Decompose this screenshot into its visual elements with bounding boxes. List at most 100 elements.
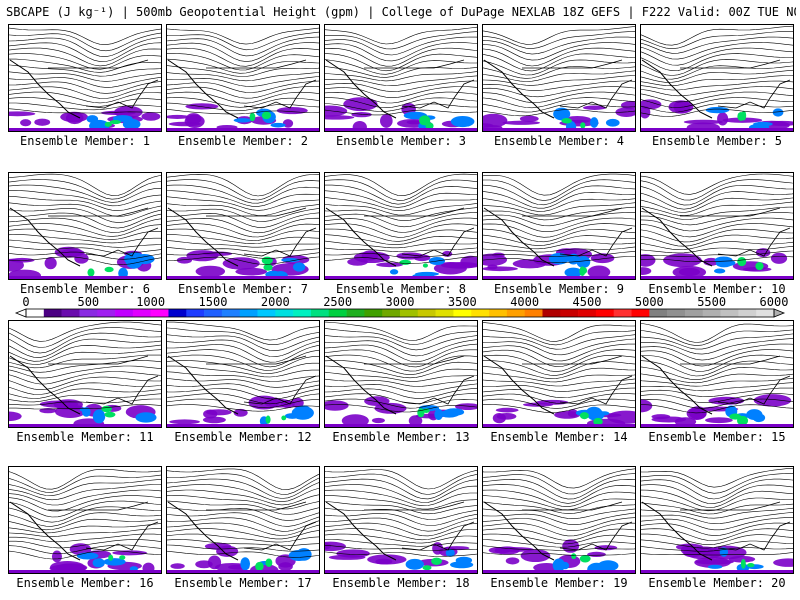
- colorbar-bin: [364, 309, 383, 317]
- colorbar-bin: [738, 309, 757, 317]
- colorbar-bin: [382, 309, 401, 317]
- ensemble-map: [640, 24, 794, 132]
- ensemble-map: [8, 172, 162, 280]
- colorbar-bin: [684, 309, 704, 317]
- ensemble-panel: Ensemble Member: 16: [8, 466, 162, 590]
- colorbar-scale: 0 500 1000 1500 2000 2500 3000 3500 4000 4500 5000…: [14, 296, 788, 318]
- colorbar-bin: [506, 309, 525, 317]
- ensemble-member-label: Ensemble Member: 20: [648, 576, 786, 590]
- ensemble-member-label: Ensemble Member: 19: [490, 576, 628, 590]
- colorbar-bin: [435, 309, 454, 317]
- ensemble-map: [324, 466, 478, 574]
- colorbar-bin: [631, 309, 650, 317]
- ensemble-map: [482, 172, 636, 280]
- ensemble-panel: Ensemble Member: 8: [324, 172, 478, 296]
- ensemble-member-label: Ensemble Member: 16: [16, 576, 154, 590]
- colorbar-bin: [150, 309, 169, 317]
- colorbar-bin: [417, 309, 436, 317]
- colorbar-bin: [400, 309, 419, 317]
- ensemble-member-label: Ensemble Member: 9: [493, 282, 625, 296]
- colorbar-bin: [524, 309, 543, 317]
- colorbar-bin: [239, 309, 258, 317]
- ensemble-member-label: Ensemble Member: 8: [335, 282, 467, 296]
- ensemble-panel: Ensemble Member: 19: [482, 466, 636, 590]
- colorbar-bin: [257, 309, 276, 317]
- colorbar-bin: [293, 309, 312, 317]
- colorbar-bin: [186, 309, 205, 317]
- colorbar-bin: [667, 309, 686, 317]
- ensemble-map: [640, 466, 794, 574]
- colorbar-bin: [221, 309, 241, 317]
- ensemble-member-label: Ensemble Member: 14: [490, 430, 628, 444]
- ensemble-map: [8, 24, 162, 132]
- ensemble-panel: Ensemble Member: 15: [640, 320, 794, 444]
- ensemble-member-label: Ensemble Member: 6: [19, 282, 151, 296]
- ensemble-panel: Ensemble Member: 1: [8, 24, 162, 148]
- colorbar-bin: [578, 309, 597, 317]
- ensemble-panel: Ensemble Member: 5: [640, 24, 794, 148]
- colorbar-bin: [79, 309, 98, 317]
- ensemble-panel: Ensemble Member: 4: [482, 24, 636, 148]
- colorbar-bin: [471, 309, 490, 317]
- ensemble-map: [482, 320, 636, 428]
- ensemble-map: [324, 24, 478, 132]
- ensemble-panel: Ensemble Member: 2: [166, 24, 320, 148]
- ensemble-member-label: Ensemble Member: 12: [174, 430, 312, 444]
- ensemble-member-label: Ensemble Member: 17: [174, 576, 312, 590]
- colorbar-bin: [97, 309, 116, 317]
- ensemble-map: [640, 172, 794, 280]
- colorbar-bin: [115, 309, 134, 317]
- ensemble-member-label: Ensemble Member: 1: [19, 134, 151, 148]
- ensemble-panel: Ensemble Member: 13: [324, 320, 478, 444]
- colorbar-bin: [613, 309, 632, 317]
- colorbar-bin: [204, 309, 223, 317]
- ensemble-map: [166, 172, 320, 280]
- ensemble-panel: Ensemble Member: 10: [640, 172, 794, 296]
- colorbar-tick-label: 4500: [573, 296, 602, 309]
- ensemble-member-label: Ensemble Member: 13: [332, 430, 470, 444]
- colorbar-bin: [26, 309, 45, 317]
- ensemble-panel: Ensemble Member: 7: [166, 172, 320, 296]
- colorbar-bin: [132, 309, 151, 317]
- ensemble-member-label: Ensemble Member: 2: [177, 134, 309, 148]
- colorbar-bin: [453, 309, 472, 317]
- ensemble-member-label: Ensemble Member: 10: [648, 282, 786, 296]
- ensemble-member-label: Ensemble Member: 4: [493, 134, 625, 148]
- colorbar-bin: [43, 309, 62, 317]
- colorbar-bin: [310, 309, 330, 317]
- ensemble-map: [8, 466, 162, 574]
- colorbar-tick-label: 4000: [510, 296, 539, 309]
- colorbar-bin: [702, 309, 721, 317]
- colorbar-tick-label: 0: [22, 296, 29, 309]
- colorbar-bin: [489, 309, 508, 317]
- ensemble-panel: Ensemble Member: 3: [324, 24, 478, 148]
- ensemble-panel: Ensemble Member: 14: [482, 320, 636, 444]
- colorbar-tick-label: 1500: [199, 296, 228, 309]
- ensemble-member-label: Ensemble Member: 7: [177, 282, 309, 296]
- ensemble-panel: Ensemble Member: 9: [482, 172, 636, 296]
- colorbar-bin: [346, 309, 365, 317]
- colorbar-tick-label: 5000: [635, 296, 664, 309]
- ensemble-map: [166, 24, 320, 132]
- ensemble-map: [640, 320, 794, 428]
- colorbar-tick-label: 5500: [697, 296, 726, 309]
- colorbar-tick-label: 3500: [448, 296, 477, 309]
- colorbar-bin: [328, 309, 347, 317]
- colorbar: 0 500 1000 1500 2000 2500 3000 3500 4000 4500 5000…: [12, 296, 788, 320]
- ensemble-panel: Ensemble Member: 18: [324, 466, 478, 590]
- colorbar-bin: [720, 309, 739, 317]
- ensemble-map: [324, 320, 478, 428]
- colorbar-bin: [595, 309, 615, 317]
- colorbar-bin: [560, 309, 579, 317]
- ensemble-map: [324, 172, 478, 280]
- ensemble-member-label: Ensemble Member: 11: [16, 430, 154, 444]
- ensemble-panel: Ensemble Member: 17: [166, 466, 320, 590]
- ensemble-map: [166, 320, 320, 428]
- ensemble-member-label: Ensemble Member: 18: [332, 576, 470, 590]
- ensemble-member-label: Ensemble Member: 5: [651, 134, 783, 148]
- colorbar-tick-label: 2500: [323, 296, 352, 309]
- colorbar-bin: [275, 309, 294, 317]
- ensemble-panel: Ensemble Member: 12: [166, 320, 320, 444]
- ensemble-map: [8, 320, 162, 428]
- ensemble-map: [482, 24, 636, 132]
